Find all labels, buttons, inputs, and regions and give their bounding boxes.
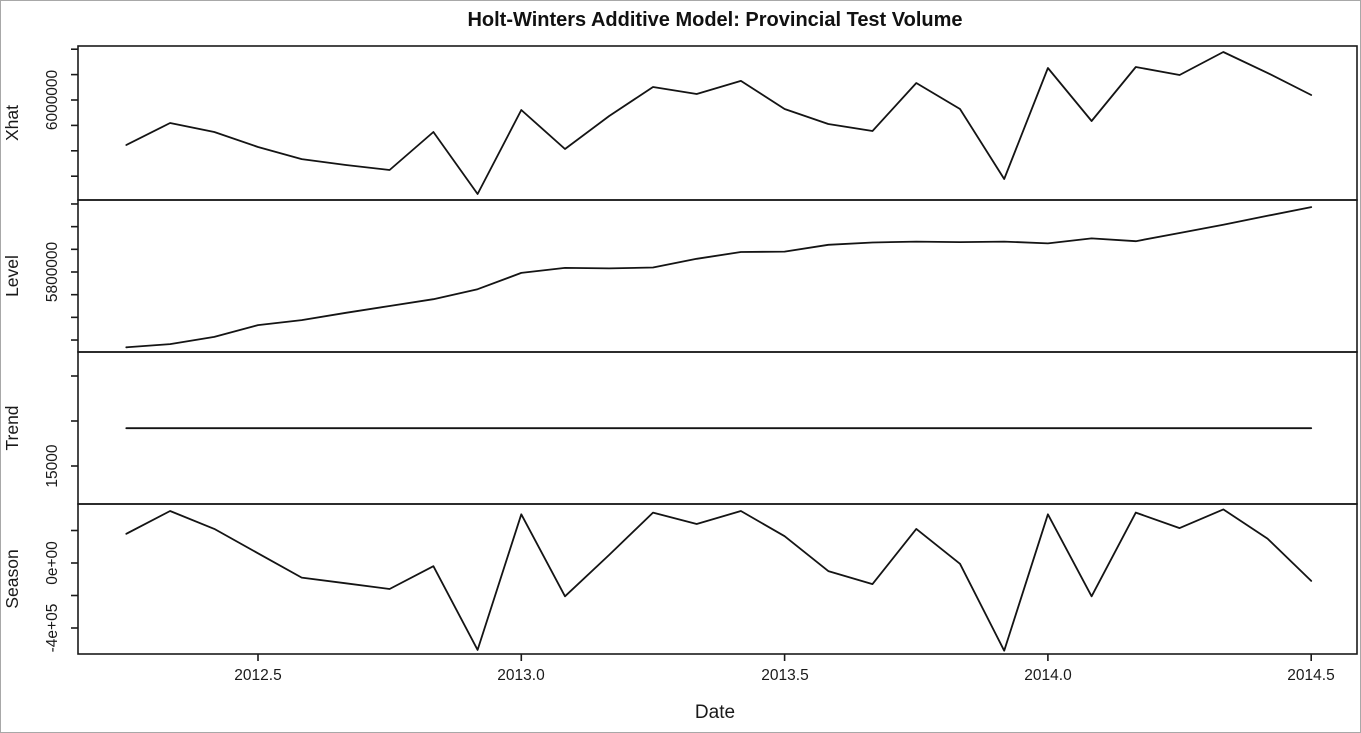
x-axis-title: Date	[695, 702, 735, 723]
xtick-label-2014-5: 2014.5	[1287, 667, 1334, 684]
level-series-line	[125, 206, 1313, 349]
xtick-label-2013-5: 2013.5	[761, 667, 808, 684]
level-panel-frame	[77, 199, 1358, 353]
ytick-label-level: 5800000	[44, 241, 61, 302]
ytick-label-trend: 15000	[44, 444, 61, 487]
ytick-label-season-neg4e05: -4e+05	[44, 604, 61, 653]
xtick-label-2013-0: 2013.0	[497, 667, 545, 684]
panel-label-xhat: Xhat	[2, 105, 22, 141]
xhat-series-line	[125, 51, 1313, 195]
chart-title: Holt-Winters Additive Model: Provincial …	[467, 9, 962, 31]
panel-label-season: Season	[2, 549, 22, 608]
season-series-line	[125, 508, 1313, 652]
season-panel-frame	[77, 503, 1358, 655]
xtick-label-2014-0: 2014.0	[1024, 667, 1072, 684]
xhat-panel-frame	[77, 45, 1358, 201]
panel-label-level: Level	[2, 255, 22, 297]
ytick-label-season-zero: 0e+00	[44, 541, 61, 585]
ytick-label-xhat: 6000000	[44, 69, 61, 130]
plot-panels	[71, 45, 1358, 661]
panel-label-trend: Trend	[2, 405, 22, 450]
xtick-label-2012-5: 2012.5	[234, 667, 281, 684]
